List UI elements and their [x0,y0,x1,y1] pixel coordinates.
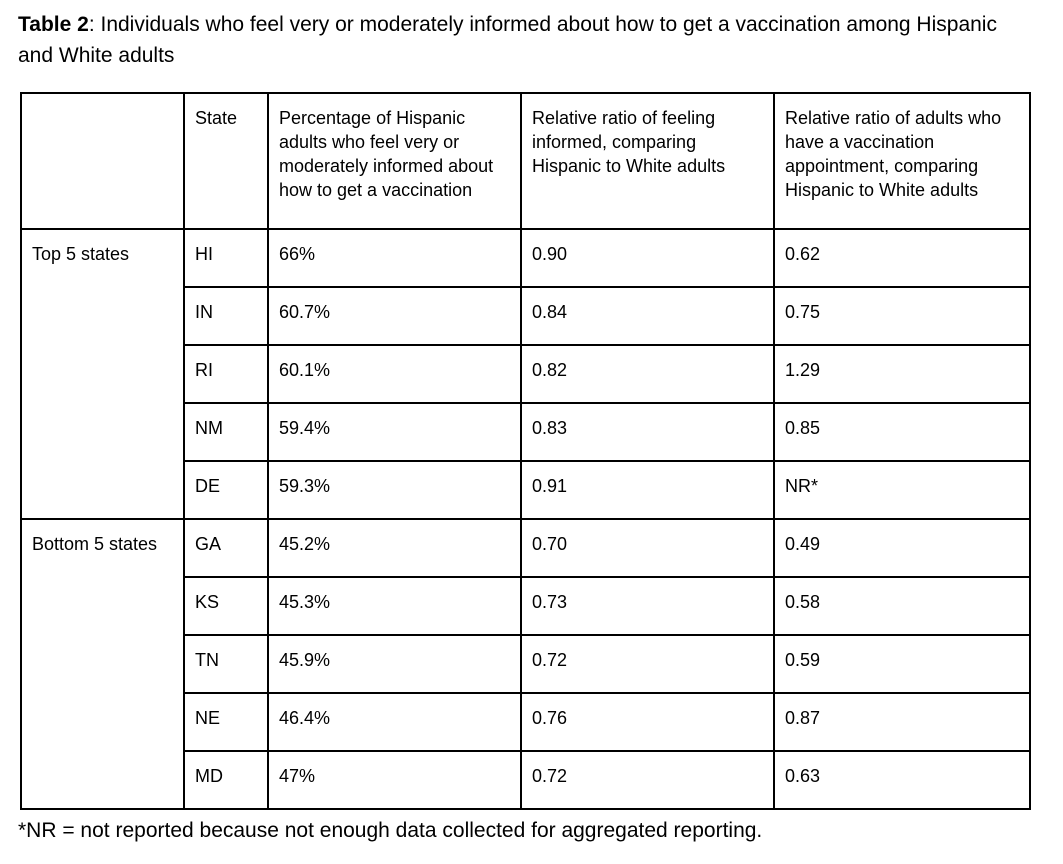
table-row: KS 45.3% 0.73 0.58 [21,576,1031,636]
header-state: State [183,92,269,230]
state-cell: KS [183,576,269,636]
pct-cell: 59.3% [267,460,522,520]
state-cell: TN [183,634,269,694]
pct-cell: 60.1% [267,344,522,404]
pct-cell: 46.4% [267,692,522,752]
pct-cell: 45.3% [267,576,522,636]
ratio-appointment-cell: NR* [773,460,1031,520]
table-row: Top 5 states HI 66% 0.90 0.62 [20,228,1031,520]
ratio-appointment-cell: 0.63 [773,750,1031,810]
table-row: MD 47% 0.72 0.63 [21,750,1031,810]
ratio-appointment-cell: 1.29 [773,344,1031,404]
group-label-top5: Top 5 states [20,228,185,520]
ratio-informed-cell: 0.72 [520,634,775,694]
table-caption: Table 2: Individuals who feel very or mo… [18,9,998,71]
header-row: State Percentage of Hispanic adults who … [20,92,1031,230]
ratio-informed-cell: 0.90 [520,228,775,288]
ratio-appointment-cell: 0.75 [773,286,1031,346]
state-cell: DE [183,460,269,520]
footnote: *NR = not reported because not enough da… [18,819,763,842]
table-row: DE 59.3% 0.91 NR* [21,460,1031,520]
ratio-appointment-cell: 0.59 [773,634,1031,694]
ratio-informed-cell: 0.91 [520,460,775,520]
pct-cell: 45.9% [267,634,522,694]
ratio-informed-cell: 0.73 [520,576,775,636]
state-cell: NE [183,692,269,752]
ratio-informed-cell: 0.76 [520,692,775,752]
pct-cell: 60.7% [267,286,522,346]
pct-cell: 66% [267,228,522,288]
state-cell: GA [183,518,269,578]
informed-vaccination-table: State Percentage of Hispanic adults who … [20,92,1031,810]
state-cell: RI [183,344,269,404]
state-cell: HI [183,228,269,288]
table-row: NE 46.4% 0.76 0.87 [21,692,1031,752]
table-caption-text: : Individuals who feel very or moderatel… [18,13,997,67]
table-row: TN 45.9% 0.72 0.59 [21,634,1031,694]
state-cell: MD [183,750,269,810]
table-row: RI 60.1% 0.82 1.29 [21,344,1031,404]
ratio-appointment-cell: 0.62 [773,228,1031,288]
pct-cell: 47% [267,750,522,810]
table-caption-label: Table 2 [18,13,89,36]
table-row: Bottom 5 states GA 45.2% 0.70 0.49 [20,518,1031,810]
table-row: IN 60.7% 0.84 0.75 [21,286,1031,346]
ratio-informed-cell: 0.70 [520,518,775,578]
state-cell: NM [183,402,269,462]
ratio-informed-cell: 0.82 [520,344,775,404]
header-pct-informed: Percentage of Hispanic adults who feel v… [267,92,522,230]
header-ratio-informed: Relative ratio of feeling informed, comp… [520,92,775,230]
pct-cell: 45.2% [267,518,522,578]
ratio-appointment-cell: 0.85 [773,402,1031,462]
group-label-bottom5: Bottom 5 states [20,518,185,810]
ratio-appointment-cell: 0.87 [773,692,1031,752]
ratio-appointment-cell: 0.58 [773,576,1031,636]
table-row: NM 59.4% 0.83 0.85 [21,402,1031,462]
ratio-informed-cell: 0.84 [520,286,775,346]
header-ratio-appointment: Relative ratio of adults who have a vacc… [773,92,1031,230]
ratio-informed-cell: 0.72 [520,750,775,810]
ratio-informed-cell: 0.83 [520,402,775,462]
header-empty [20,92,185,230]
state-cell: IN [183,286,269,346]
pct-cell: 59.4% [267,402,522,462]
ratio-appointment-cell: 0.49 [773,518,1031,578]
